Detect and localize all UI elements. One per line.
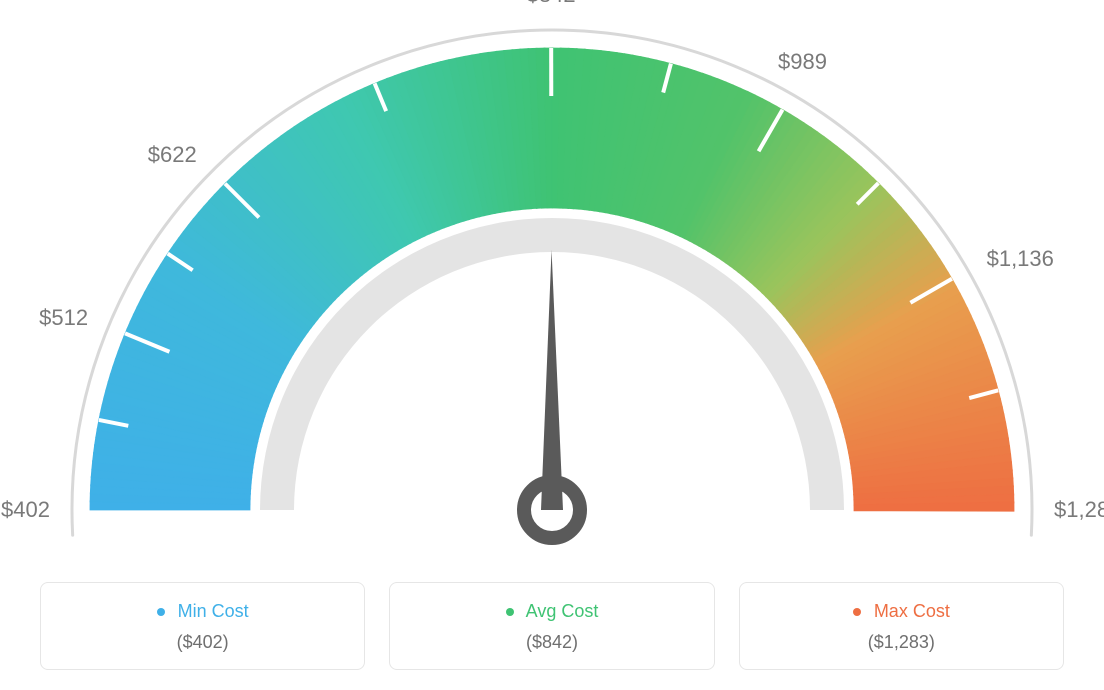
legend-max-title: Max Cost	[750, 601, 1053, 622]
legend-max-dot	[853, 608, 861, 616]
legend-max-card: Max Cost ($1,283)	[739, 582, 1064, 670]
gauge-area: $402 $512 $622 $842 $989 $1,136 $1,283	[0, 0, 1104, 560]
gauge-tick-label: $622	[148, 142, 197, 168]
gauge-tick-label: $402	[1, 497, 50, 523]
gauge-tick-label: $989	[778, 49, 827, 75]
legend-row: Min Cost ($402) Avg Cost ($842) Max Cost…	[40, 582, 1064, 670]
legend-avg-dot	[506, 608, 514, 616]
gauge-tick-label: $842	[527, 0, 576, 8]
gauge-chart-container: $402 $512 $622 $842 $989 $1,136 $1,283 Min Cos…	[0, 0, 1104, 690]
legend-min-title: Min Cost	[51, 601, 354, 622]
legend-min-value: ($402)	[51, 632, 354, 653]
gauge-svg	[0, 0, 1104, 560]
legend-avg-title: Avg Cost	[400, 601, 703, 622]
legend-avg-title-text: Avg Cost	[526, 601, 599, 621]
legend-avg-value: ($842)	[400, 632, 703, 653]
legend-max-value: ($1,283)	[750, 632, 1053, 653]
legend-min-dot	[157, 608, 165, 616]
legend-min-card: Min Cost ($402)	[40, 582, 365, 670]
gauge-tick-label: $1,136	[987, 246, 1054, 272]
gauge-tick-label: $1,283	[1054, 497, 1104, 523]
legend-avg-card: Avg Cost ($842)	[389, 582, 714, 670]
legend-max-title-text: Max Cost	[874, 601, 950, 621]
legend-min-title-text: Min Cost	[178, 601, 249, 621]
gauge-tick-label: $512	[39, 305, 88, 331]
